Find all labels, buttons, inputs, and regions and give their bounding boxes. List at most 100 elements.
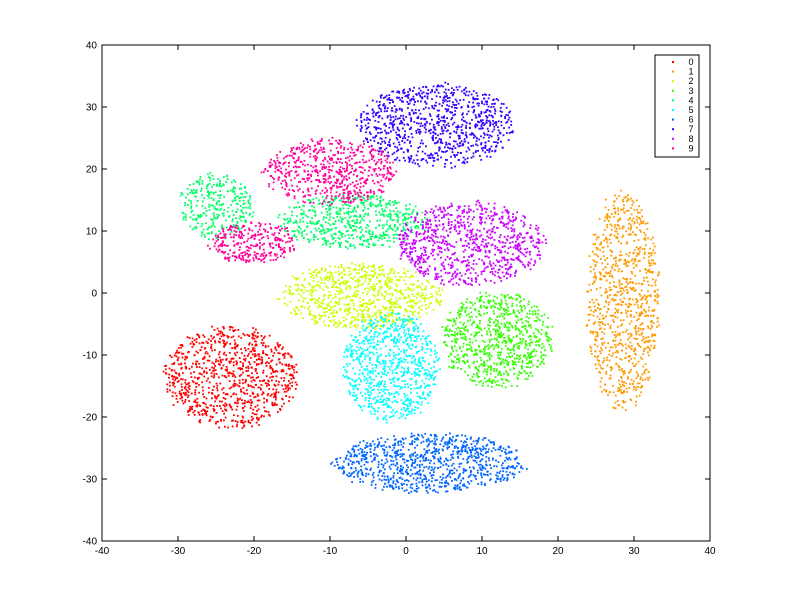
data-point-class-3 bbox=[462, 323, 465, 326]
data-point-class-2 bbox=[290, 293, 293, 295]
data-point-class-3 bbox=[460, 327, 463, 329]
data-point-class-1 bbox=[642, 328, 645, 330]
data-point-class-5 bbox=[385, 402, 388, 405]
data-point-class-3 bbox=[540, 333, 542, 336]
data-point-class-0 bbox=[253, 350, 255, 352]
data-point-class-3 bbox=[506, 321, 508, 324]
data-point-class-2 bbox=[392, 312, 394, 315]
data-point-class-2 bbox=[359, 309, 362, 311]
data-point-class-3 bbox=[465, 325, 468, 328]
data-point-class-1 bbox=[627, 310, 629, 313]
data-point-class-1 bbox=[610, 213, 613, 215]
data-point-class-1 bbox=[596, 236, 599, 239]
data-point-class-1 bbox=[637, 260, 640, 263]
data-point-class-4 bbox=[235, 202, 238, 205]
data-point-class-1 bbox=[596, 359, 599, 361]
data-point-class-2 bbox=[415, 303, 417, 305]
data-point-class-3 bbox=[523, 298, 525, 301]
data-point-class-1 bbox=[600, 377, 603, 380]
data-point-class-3 bbox=[522, 338, 524, 340]
data-point-class-4 bbox=[234, 180, 237, 183]
data-point-class-5 bbox=[379, 363, 382, 365]
data-point-class-4 bbox=[242, 206, 245, 209]
data-point-class-1 bbox=[644, 347, 647, 350]
data-point-class-0 bbox=[223, 412, 225, 415]
data-point-class-0 bbox=[272, 404, 274, 406]
data-point-class-4 bbox=[355, 215, 358, 218]
data-point-class-1 bbox=[627, 291, 629, 293]
data-point-class-4 bbox=[326, 228, 329, 231]
data-point-class-5 bbox=[368, 382, 371, 385]
data-point-class-4 bbox=[309, 222, 312, 224]
data-point-class-0 bbox=[242, 362, 244, 365]
data-point-class-5 bbox=[413, 371, 416, 374]
data-point-class-1 bbox=[607, 220, 610, 222]
data-point-class-0 bbox=[181, 352, 183, 355]
data-point-class-1 bbox=[639, 211, 641, 214]
data-point-class-2 bbox=[304, 297, 307, 300]
data-point-class-2 bbox=[343, 280, 346, 283]
data-point-class-0 bbox=[277, 391, 280, 394]
data-point-class-2 bbox=[389, 301, 391, 304]
data-point-class-4 bbox=[364, 213, 367, 216]
data-point-class-4 bbox=[358, 216, 361, 218]
data-point-class-4 bbox=[385, 223, 388, 226]
data-point-class-2 bbox=[353, 291, 356, 294]
data-point-class-0 bbox=[232, 393, 235, 396]
data-point-class-3 bbox=[512, 336, 515, 339]
data-point-class-0 bbox=[196, 366, 198, 368]
data-point-class-4 bbox=[344, 226, 347, 229]
data-point-class-0 bbox=[182, 392, 185, 394]
data-point-class-1 bbox=[605, 389, 608, 392]
data-point-class-0 bbox=[208, 359, 211, 362]
data-point-class-0 bbox=[284, 384, 287, 387]
data-point-class-1 bbox=[604, 346, 607, 349]
data-point-class-5 bbox=[394, 322, 397, 324]
data-point-class-2 bbox=[344, 323, 347, 326]
data-point-class-1 bbox=[614, 264, 617, 267]
data-point-class-3 bbox=[498, 370, 501, 373]
data-point-class-5 bbox=[415, 383, 417, 386]
data-point-class-5 bbox=[382, 340, 384, 343]
data-point-class-2 bbox=[327, 316, 330, 318]
data-point-class-4 bbox=[302, 204, 305, 207]
data-point-class-2 bbox=[328, 304, 331, 307]
data-point-class-5 bbox=[432, 371, 435, 374]
data-point-class-3 bbox=[546, 339, 548, 342]
data-point-class-1 bbox=[650, 254, 653, 257]
data-point-class-1 bbox=[601, 314, 604, 317]
data-point-class-2 bbox=[364, 270, 366, 273]
data-point-class-0 bbox=[220, 361, 223, 364]
data-point-class-0 bbox=[251, 412, 254, 414]
data-point-class-0 bbox=[188, 351, 190, 353]
data-point-class-5 bbox=[418, 350, 420, 353]
data-point-class-0 bbox=[267, 379, 270, 382]
data-point-class-3 bbox=[547, 340, 550, 343]
data-point-class-4 bbox=[402, 219, 404, 222]
data-point-class-0 bbox=[164, 365, 166, 367]
data-point-class-3 bbox=[492, 310, 495, 313]
data-point-class-2 bbox=[388, 313, 391, 315]
data-point-class-0 bbox=[191, 380, 194, 382]
data-point-class-1 bbox=[606, 216, 608, 218]
data-point-class-3 bbox=[483, 305, 485, 308]
data-point-class-0 bbox=[292, 368, 295, 371]
data-point-class-5 bbox=[420, 338, 422, 341]
data-point-class-3 bbox=[493, 345, 496, 348]
data-point-class-0 bbox=[184, 381, 187, 384]
data-point-class-1 bbox=[621, 380, 623, 383]
data-point-class-1 bbox=[644, 244, 647, 246]
data-point-class-0 bbox=[199, 349, 202, 352]
data-point-class-0 bbox=[242, 421, 245, 424]
data-point-class-5 bbox=[375, 401, 378, 403]
data-point-class-0 bbox=[234, 354, 237, 357]
data-point-class-5 bbox=[379, 354, 382, 357]
data-point-class-0 bbox=[211, 366, 213, 369]
data-point-class-1 bbox=[597, 355, 600, 357]
data-point-class-5 bbox=[369, 372, 372, 374]
data-point-class-0 bbox=[190, 376, 193, 378]
data-point-class-5 bbox=[417, 368, 419, 370]
data-point-class-0 bbox=[170, 356, 173, 359]
data-point-class-0 bbox=[205, 406, 208, 409]
data-point-class-5 bbox=[377, 407, 380, 409]
